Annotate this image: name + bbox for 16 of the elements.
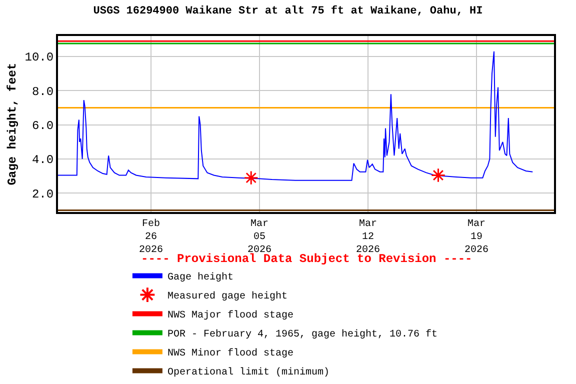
legend-label: Operational limit (minimum) (167, 366, 330, 379)
y-tick-label: 8.0 (32, 84, 54, 99)
y-tick-label: 4.0 (32, 153, 54, 168)
legend-label: NWS Minor flood stage (167, 348, 294, 360)
legend-label: Gage height (167, 272, 234, 284)
y-tick-label: 10.0 (24, 50, 54, 65)
legend-label: Measured gage height (167, 290, 288, 303)
y-tick-label: 6.0 (32, 119, 54, 134)
x-tick-label: Feb 26 2026 (138, 218, 164, 256)
x-tick-label: Mar 19 2026 (464, 219, 489, 256)
line-series (58, 50, 534, 181)
legend-label: NWS Major flood stage (167, 310, 294, 322)
chart-title: USGS 16294900 Waikane Str at alt 75 ft at Waikane, Oahu, HI (93, 4, 483, 18)
legend-label: POR - February 4, 1965, gage height, 10.76 ft (167, 328, 438, 341)
y-tick-label: 2.0 (32, 187, 54, 202)
y-axis-title: Gage height, feet (6, 62, 20, 186)
